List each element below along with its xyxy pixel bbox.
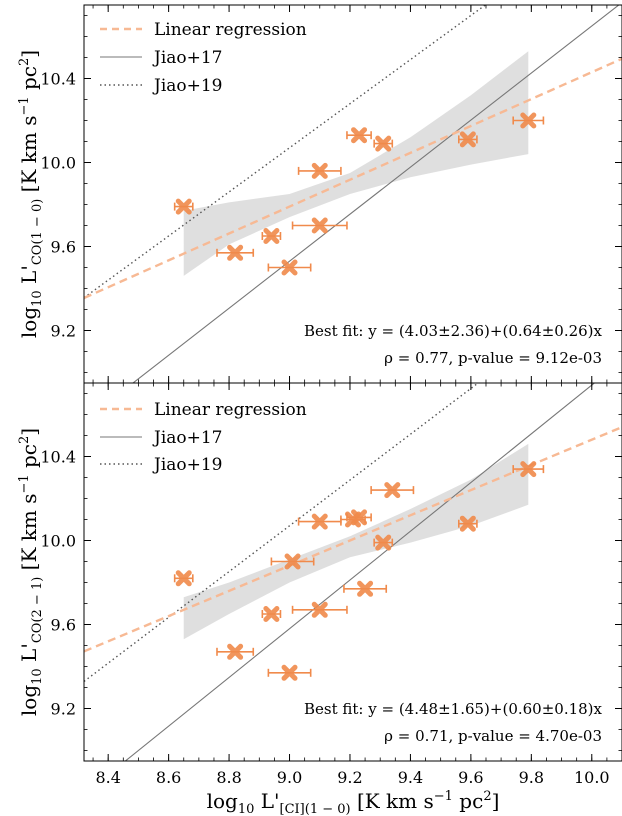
data-point bbox=[263, 606, 280, 622]
jiao17-line bbox=[124, 383, 596, 761]
plot-frame-bottom bbox=[83, 382, 622, 762]
legend-top: Linear regression Jiao+17 Jiao+19 bbox=[100, 20, 307, 96]
jiao17-line bbox=[132, 5, 620, 383]
panel-top: 9.2 9.6 10.0 10.4 Linear regression Jiao+17… bbox=[17, 4, 622, 384]
correlation-annotation-bottom: ρ = 0.71, p-value = 4.70e-03 bbox=[384, 727, 602, 745]
data-point bbox=[281, 664, 298, 681]
x-tick-label: 9.6 bbox=[458, 768, 483, 787]
data-point bbox=[227, 643, 244, 660]
legend-label-jiao19: Jiao+19 bbox=[152, 455, 223, 475]
correlation-annotation-top: ρ = 0.77, p-value = 9.12e-03 bbox=[384, 349, 602, 367]
x-tick-label: 9.8 bbox=[519, 768, 544, 787]
y-tick-label: 9.6 bbox=[51, 238, 76, 257]
legend-label-regression: Linear regression bbox=[154, 400, 307, 420]
jiao19-line bbox=[84, 5, 487, 299]
confidence-band bbox=[183, 51, 529, 276]
data-point bbox=[351, 509, 368, 526]
y-axis-label-top: log10 L'CO(1 − 0) [K km s−1 pc2] bbox=[17, 50, 45, 338]
x-axis-label: log10 L'[CI](1 − 0) [K km s−1 pc2] bbox=[207, 789, 500, 816]
legend-label-jiao17: Jiao+17 bbox=[152, 48, 223, 68]
data-point bbox=[227, 244, 244, 261]
legend-label-jiao19: Jiao+19 bbox=[152, 76, 223, 96]
data-point bbox=[520, 112, 537, 129]
y-axis-label-bottom: log10 L'CO(2 − 1) [K km s−1 pc2] bbox=[17, 428, 45, 716]
y-tick-label: 10.0 bbox=[40, 154, 76, 173]
plot-area-bottom bbox=[84, 383, 622, 761]
x-tick-label: 9.0 bbox=[277, 768, 302, 787]
data-point bbox=[175, 570, 192, 587]
data-point bbox=[311, 601, 328, 618]
y-tick-label: 9.6 bbox=[51, 616, 76, 635]
x-tick-label: 9.4 bbox=[398, 768, 423, 787]
data-point bbox=[263, 228, 280, 244]
x-tick-label: 8.6 bbox=[156, 768, 181, 787]
data-point bbox=[175, 198, 192, 215]
y-tick-label: 9.2 bbox=[51, 322, 76, 341]
plot-area-top bbox=[84, 5, 622, 383]
best-fit-annotation-top: Best fit: y = (4.03±2.36)+(0.64±0.26)x bbox=[304, 322, 603, 340]
x-tick-label: 8.4 bbox=[95, 768, 120, 787]
y-tick-label: 10.4 bbox=[40, 448, 76, 467]
data-point bbox=[459, 131, 476, 148]
data-point bbox=[375, 135, 392, 152]
axis-ticks-top: 9.2 9.6 10.0 10.4 bbox=[40, 5, 622, 383]
data-point bbox=[357, 580, 374, 597]
y-tick-label: 10.4 bbox=[40, 70, 76, 89]
data-point bbox=[284, 553, 301, 570]
data-point bbox=[311, 513, 328, 530]
data-point bbox=[311, 162, 328, 179]
panel-bottom: 9.2 9.6 10.0 10.4 8.4 8.6 8.8 9.0 9.2 9.4 9.6 9.8 10… bbox=[17, 382, 622, 787]
data-point bbox=[351, 127, 368, 144]
y-tick-label: 9.2 bbox=[51, 700, 76, 719]
data-point bbox=[520, 461, 537, 478]
x-tick-label: 9.2 bbox=[337, 768, 362, 787]
data-point bbox=[281, 259, 298, 276]
data-point bbox=[375, 534, 392, 551]
x-tick-label: 8.8 bbox=[216, 768, 241, 787]
x-tick-label: 10.0 bbox=[574, 768, 610, 787]
axis-ticks-bottom: 9.2 9.6 10.0 10.4 8.4 8.6 8.8 9.0 9.2 9.4 9.6 9.8 10… bbox=[40, 383, 622, 787]
legend-bottom: Linear regression Jiao+17 Jiao+19 bbox=[100, 400, 307, 475]
best-fit-annotation-bottom: Best fit: y = (4.48±1.65)+(0.60±0.18)x bbox=[304, 700, 603, 718]
confidence-band bbox=[183, 443, 529, 640]
y-tick-label: 10.0 bbox=[40, 532, 76, 551]
regression-line bbox=[84, 57, 622, 300]
data-point bbox=[459, 515, 476, 532]
legend-label-jiao17: Jiao+17 bbox=[152, 428, 223, 448]
data-point bbox=[384, 482, 401, 499]
legend-label-regression: Linear regression bbox=[154, 20, 307, 40]
data-point bbox=[311, 217, 328, 234]
